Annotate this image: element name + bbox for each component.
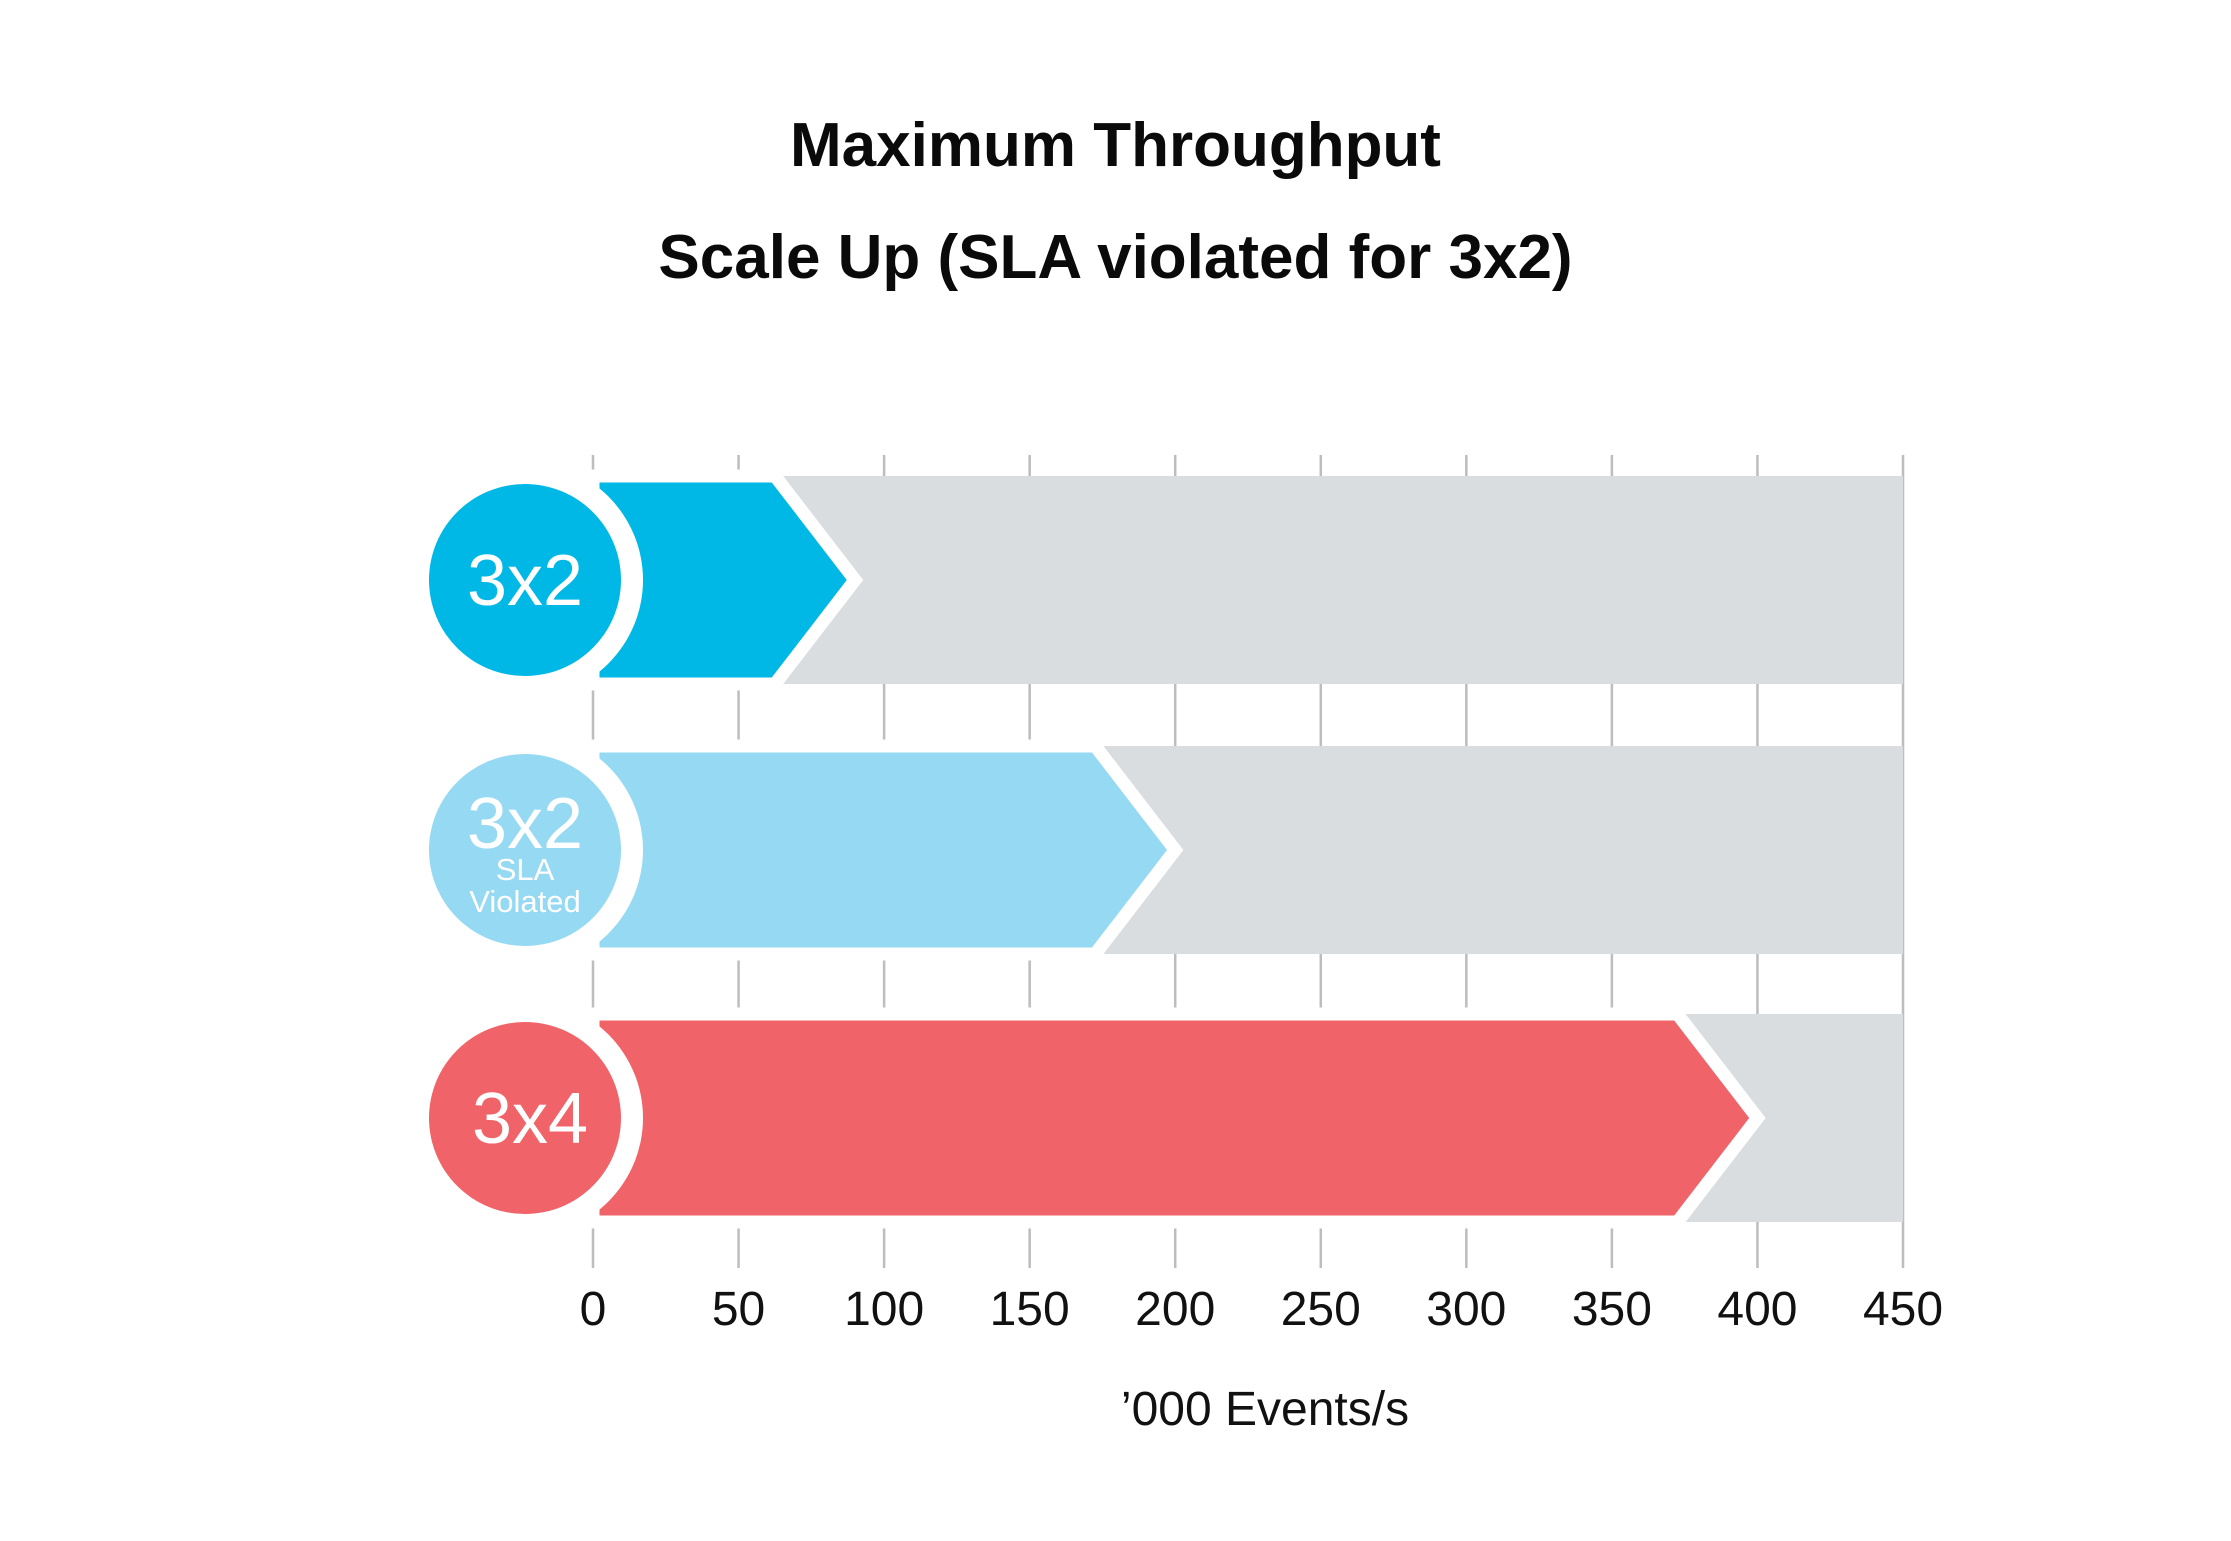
x-tick-label: 450 — [1863, 1283, 1943, 1336]
bar-2 — [586, 739, 1184, 961]
bars — [586, 469, 1903, 1229]
x-axis-ticks: 0 50 100 150 200 250 300 350 400 450 — [580, 1283, 1943, 1336]
chart-title: Maximum Throughput — [790, 111, 1441, 180]
x-tick-label: 0 — [580, 1283, 607, 1336]
x-tick-label: 200 — [1135, 1283, 1215, 1336]
category-badge — [429, 484, 621, 676]
category-badge — [429, 754, 621, 946]
x-tick-label: 250 — [1281, 1283, 1361, 1336]
x-axis-title: ’000 Events/s — [1121, 1383, 1409, 1436]
x-tick-label: 300 — [1426, 1283, 1506, 1336]
category-sublabel: Violated — [469, 884, 580, 919]
x-tick-label: 150 — [990, 1283, 1070, 1336]
category-label: 3x4 — [472, 1079, 588, 1159]
category-badge — [429, 1022, 621, 1214]
category-label: 3x2 — [467, 541, 583, 621]
x-tick-label: 350 — [1572, 1283, 1652, 1336]
category-label: 3x2 — [467, 784, 583, 864]
chart-subtitle: Scale Up (SLA violated for 3x2) — [658, 223, 1573, 292]
category-sublabel: SLA — [496, 852, 555, 887]
x-tick-label: 50 — [712, 1283, 765, 1336]
x-tick-label: 100 — [844, 1283, 924, 1336]
bar-3 — [586, 1007, 1766, 1229]
x-tick-label: 400 — [1717, 1283, 1797, 1336]
